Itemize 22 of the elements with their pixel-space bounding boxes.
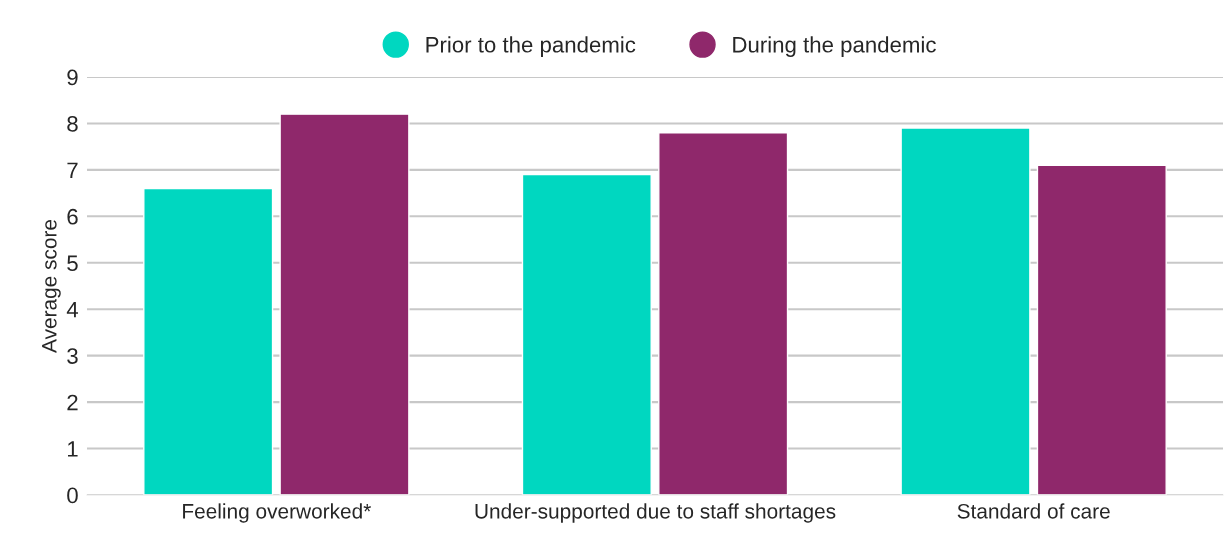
bar [279, 113, 410, 495]
x-tick-label: Standard of care [957, 503, 1110, 519]
y-tick-label: 2 [67, 394, 78, 411]
y-tick-label: 7 [67, 162, 78, 178]
bar [1036, 164, 1167, 495]
y-tick-label: 0 [67, 487, 78, 504]
y-tick-label: 6 [67, 208, 78, 225]
bar [521, 173, 652, 495]
y-tick-label: 3 [67, 348, 78, 364]
y-tick-label: 5 [67, 255, 78, 272]
y-tick-label: 1 [68, 441, 78, 457]
bar [143, 187, 274, 495]
legend-label: During the pandemic [733, 36, 936, 57]
legend-label: Prior to the pandemic [426, 36, 636, 57]
y-tick-label: 4 [66, 301, 79, 318]
y-tick-label: 8 [67, 115, 78, 132]
bar [658, 132, 789, 495]
x-tick-label: Under-supported due to staff shortages [475, 503, 836, 523]
x-tick-label: Feeling overworked* [183, 503, 371, 523]
bar [900, 127, 1031, 495]
y-axis-title: Average score [42, 219, 61, 353]
y-tick-label: 9 [67, 69, 78, 86]
